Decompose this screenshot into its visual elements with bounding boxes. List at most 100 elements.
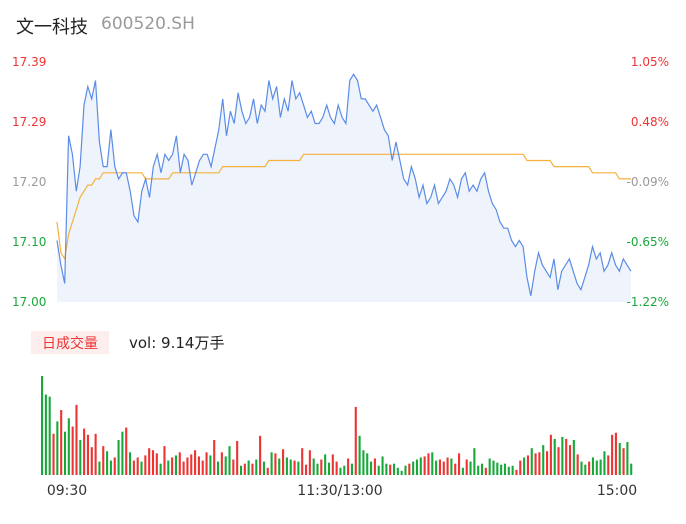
volume-bar (477, 465, 480, 475)
volume-bar (377, 465, 380, 475)
stock-code: 600520.SH (101, 14, 195, 34)
volume-bar (381, 456, 384, 475)
percent-tick-label: 1.05% (631, 55, 669, 69)
volume-bar (446, 457, 449, 475)
volume-bar (48, 396, 51, 476)
volume-bar (236, 440, 239, 475)
volume-bar (599, 459, 602, 475)
volume-bar (519, 460, 522, 475)
volume-bar (423, 456, 426, 475)
volume-bar (224, 456, 227, 475)
volume-bar (148, 448, 151, 475)
volume-bar (312, 458, 315, 475)
percent-tick-label: 0.48% (631, 115, 669, 129)
volume-bar (400, 470, 403, 476)
volume-bar (588, 461, 591, 475)
volume-bar (362, 450, 365, 475)
volume-bar (370, 461, 373, 475)
volume-bar (469, 461, 472, 475)
volume-bar (194, 450, 197, 475)
volume-bar (178, 452, 181, 475)
volume-bar (182, 461, 185, 475)
price-area-fill (57, 74, 631, 302)
volume-bar (327, 462, 331, 476)
volume-bar (389, 464, 392, 475)
volume-bar (392, 463, 396, 475)
volume-bar (557, 447, 560, 475)
volume-bar (465, 459, 468, 475)
volume-bar (220, 452, 223, 475)
volume-bar (94, 433, 97, 475)
volume-bar (442, 461, 445, 475)
volume-bar (121, 431, 124, 475)
price-tick-label: 17.10 (12, 235, 46, 249)
volume-bar (98, 461, 101, 475)
volume-bar (496, 462, 499, 476)
volume-bar (415, 459, 419, 475)
volume-bar (358, 435, 361, 475)
volume-bar (117, 439, 120, 475)
volume-bar (282, 449, 285, 475)
volume-bar (266, 467, 269, 475)
volume-bar (293, 460, 296, 475)
volume-bar (106, 451, 109, 475)
volume-bar (561, 436, 564, 475)
volume-bar (60, 410, 63, 475)
volume-bar (549, 434, 552, 475)
volume-bar (591, 457, 595, 475)
volume-bar (568, 445, 572, 475)
volume-bar (408, 463, 411, 475)
volume-bar (190, 454, 193, 476)
volume-bar (572, 439, 575, 475)
volume-bar (404, 465, 407, 475)
volume-bar (526, 455, 529, 475)
percent-tick-label: -0.65% (627, 235, 669, 249)
volume-bar (611, 434, 614, 475)
volume-bar (232, 459, 235, 475)
volume-bar (484, 467, 487, 475)
volume-bar (595, 460, 598, 475)
time-tick-label: 15:00 (597, 483, 637, 499)
volume-bar (354, 406, 357, 475)
volume-bar (125, 427, 128, 475)
volume-bar (530, 448, 533, 475)
stock-name: 文一科技 (16, 17, 88, 38)
volume-bar (511, 465, 514, 475)
volume-bar (201, 460, 204, 475)
volume-bar (347, 458, 350, 475)
volume-bar (335, 461, 338, 475)
volume-bar (308, 450, 311, 475)
volume-bar (461, 467, 464, 475)
price-tick-label: 17.00 (12, 295, 46, 309)
volume-bar (297, 461, 300, 475)
volume-bars (41, 376, 633, 476)
volume-bar (316, 463, 319, 475)
volume-bar (565, 438, 568, 475)
volume-bar (607, 455, 610, 475)
volume-bar (289, 459, 292, 475)
volume-bar (373, 458, 376, 475)
volume-bar (113, 457, 116, 475)
volume-bar (213, 439, 216, 475)
price-line (56, 73, 632, 296)
volume-bar (75, 404, 78, 476)
volume-bar (626, 442, 629, 475)
volume-bar (614, 432, 617, 475)
percent-axis-right: 1.05% 0.48% -0.09% -0.65% -1.22% (627, 55, 669, 309)
volume-bar (366, 453, 369, 475)
volume-bar (438, 459, 441, 475)
volume-badge: 日成交量 (31, 331, 109, 354)
volume-bar (186, 457, 189, 475)
volume-bar (209, 455, 212, 475)
volume-bar (385, 463, 388, 475)
volume-bar (151, 450, 155, 475)
volume-bar (255, 459, 258, 475)
volume-bar (343, 465, 346, 475)
volume-bar (259, 435, 262, 475)
volume-bar (86, 434, 90, 475)
volume-bar (174, 455, 177, 475)
price-tick-label: 17.39 (12, 55, 46, 69)
volume-bar (301, 448, 304, 475)
volume-bar (603, 451, 606, 475)
